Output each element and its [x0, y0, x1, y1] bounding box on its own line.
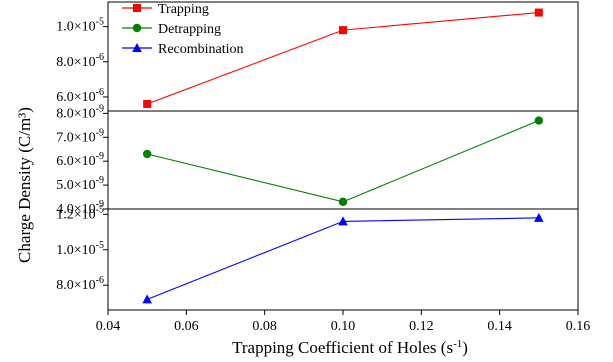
- y-tick-mantissa: 6.0×10: [56, 154, 95, 169]
- legend: Trapping Detrapping Recombination: [122, 2, 244, 57]
- y-tick-exponent: -5: [96, 204, 104, 215]
- x-axis: 0.04 0.06 0.08 0.10 0.12 0.14 0.16: [96, 310, 591, 334]
- y-tick-exponent: -9: [96, 151, 104, 162]
- series-line-recombination: [146, 217, 539, 300]
- legend-marker: [133, 4, 141, 12]
- y-axis-title: Charge Density (C/m³): [15, 107, 34, 263]
- legend-label: Recombination: [158, 42, 244, 57]
- x-axis-title-end: ): [462, 338, 468, 357]
- y-tick-exponent: -9: [96, 175, 104, 186]
- y-tick-mantissa: 5.0×10: [56, 178, 95, 193]
- y-tick-label: 1.2×10-5: [56, 204, 104, 222]
- x-axis-title-sup: -1: [453, 338, 462, 350]
- y-tick-label: 1.0×10-5: [56, 240, 104, 258]
- x-axis-title: Trapping Coefficient of Holes (s-1): [232, 338, 468, 357]
- y-tick-mantissa: 6.0×10: [56, 90, 95, 105]
- y-tick-label: 6.0×10-9: [56, 151, 104, 169]
- y-tick-mantissa: 8.0×10: [56, 106, 95, 121]
- legend-item-detrapping: Detrapping: [122, 22, 221, 37]
- panel-detrapping: 4.0×10-95.0×10-96.0×10-97.0×10-98.0×10-9: [56, 103, 579, 217]
- y-tick-label: 4.0×10-9: [56, 199, 104, 217]
- data-point-detrapping: [338, 197, 348, 207]
- x-tick-label: 0.04: [96, 319, 121, 334]
- legend-marker: [132, 23, 142, 33]
- legend-label: Trapping: [158, 2, 209, 17]
- y-tick-mantissa: 8.0×10: [56, 278, 95, 293]
- x-tick-label: 0.08: [252, 319, 277, 334]
- y-tick-label: 8.0×10-6: [56, 275, 104, 293]
- y-tick-label: 5.0×10-9: [56, 175, 104, 193]
- data-point-detrapping: [534, 116, 544, 125]
- panels-layer: 6.0×10-68.0×10-61.0×10-54.0×10-95.0×10-9…: [56, 1, 579, 311]
- y-tick-label: 1.0×10-5: [56, 17, 104, 35]
- panel-frame: [107, 110, 579, 210]
- y-tick-label: 8.0×10-6: [56, 52, 104, 70]
- x-tick-label: 0.06: [174, 319, 199, 334]
- legend-marker: [132, 43, 142, 52]
- x-tick-label: 0.14: [487, 319, 512, 334]
- y-tick-exponent: -9: [96, 127, 104, 138]
- y-tick-exponent: -9: [96, 103, 104, 114]
- y-tick-label: 6.0×10-6: [56, 87, 104, 105]
- legend-item-trapping: Trapping: [122, 2, 209, 17]
- x-tick-label: 0.12: [409, 319, 434, 334]
- panel-trapping: 6.0×10-68.0×10-61.0×10-5: [56, 1, 579, 112]
- data-point-recombination: [534, 212, 544, 222]
- data-point-trapping: [143, 99, 152, 108]
- y-tick-exponent: -9: [96, 199, 104, 210]
- y-tick-exponent: -6: [96, 52, 104, 63]
- data-point-recombination: [338, 216, 348, 226]
- y-tick-label: 8.0×10-9: [56, 103, 104, 121]
- y-tick-exponent: -6: [96, 275, 104, 286]
- y-tick-exponent: -5: [96, 240, 104, 251]
- series-line-detrapping: [147, 120, 540, 203]
- data-point-detrapping: [142, 149, 152, 159]
- y-tick-mantissa: 4.0×10: [56, 202, 95, 217]
- y-tick-mantissa: 1.0×10: [56, 20, 95, 35]
- x-tick-label: 0.10: [331, 319, 356, 334]
- panel-recombination: 8.0×10-61.0×10-51.2×10-5: [56, 204, 579, 311]
- y-tick-exponent: -6: [96, 87, 104, 98]
- x-axis-title-main: Trapping Coefficient of Holes (s: [232, 338, 453, 357]
- legend-label: Detrapping: [158, 22, 221, 37]
- legend-item-recombination: Recombination: [122, 42, 244, 57]
- y-tick-mantissa: 1.0×10: [56, 243, 95, 258]
- x-tick-label: 0.16: [566, 319, 591, 334]
- y-tick-label: 7.0×10-9: [56, 127, 104, 145]
- y-tick-mantissa: 7.0×10: [56, 130, 95, 145]
- y-tick-mantissa: 8.0×10: [56, 55, 95, 70]
- y-tick-mantissa: 1.2×10: [56, 207, 95, 222]
- data-point-trapping: [534, 8, 543, 17]
- y-tick-exponent: -5: [96, 17, 104, 28]
- data-point-trapping: [339, 26, 347, 35]
- data-point-recombination: [142, 294, 152, 304]
